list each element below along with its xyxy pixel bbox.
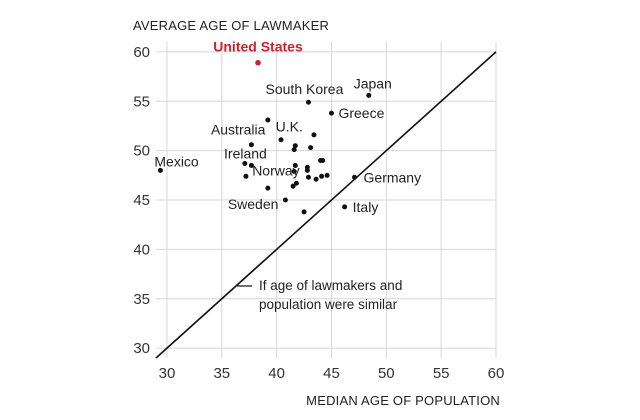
y-tick-label: 35 — [133, 291, 150, 308]
data-point — [311, 132, 317, 138]
label-sweden: Sweden — [228, 196, 279, 212]
data-point — [313, 176, 319, 182]
y-tick-label: 30 — [133, 340, 150, 357]
x-tick-label: 55 — [433, 365, 450, 382]
equality-reference-line — [155, 51, 497, 359]
annotation-text-line-1: If age of lawmakers and — [259, 278, 402, 293]
data-point — [324, 172, 330, 178]
x-tick-label: 60 — [488, 365, 505, 382]
label-japan: Japan — [354, 75, 392, 91]
data-point — [292, 162, 298, 168]
point-italy — [342, 204, 348, 210]
label-italy: Italy — [353, 199, 379, 215]
data-point — [305, 174, 311, 180]
label-germany: Germany — [364, 169, 422, 185]
x-tick-label: 35 — [213, 365, 230, 382]
x-tick-label: 30 — [159, 365, 176, 382]
x-tick-label: 45 — [323, 365, 340, 382]
point-norway — [291, 168, 297, 174]
data-point — [293, 180, 299, 186]
data-point — [291, 147, 297, 153]
y-tick-label: 50 — [133, 143, 150, 160]
data-points — [157, 59, 372, 215]
y-tick-label: 55 — [133, 93, 150, 110]
annotation-text-line-2: population were similar — [259, 297, 398, 312]
x-axis-title: MEDIAN AGE OF POPULATION — [306, 393, 500, 408]
data-point — [308, 145, 314, 151]
data-point — [320, 158, 326, 163]
point-united-states — [255, 59, 261, 66]
label-south-korea: South Korea — [266, 81, 344, 97]
grid — [156, 42, 497, 358]
point-sweden — [282, 197, 288, 203]
axis-ticks: 30 35 40 45 50 55 60 30 35 40 45 50 55 60 — [133, 44, 504, 382]
label-greece: Greece — [338, 105, 384, 121]
label-australia: Australia — [211, 122, 266, 138]
y-tick-label: 45 — [133, 192, 150, 209]
point-australia — [248, 142, 254, 148]
label-united-states: United States — [213, 39, 303, 55]
point-labels: United States Japan South Korea Greece Austr… — [154, 39, 421, 215]
point-germany — [352, 174, 358, 180]
y-tick-label: 40 — [133, 241, 150, 258]
data-point — [265, 117, 271, 123]
data-point — [265, 185, 271, 191]
point-greece — [328, 110, 334, 116]
data-point — [243, 173, 249, 179]
point-u-k — [292, 143, 298, 149]
data-point — [319, 173, 325, 179]
data-point — [248, 162, 254, 168]
y-axis-title: AVERAGE AGE OF LAWMAKER — [133, 18, 329, 33]
x-tick-label: 50 — [378, 365, 395, 382]
point-south-korea — [305, 99, 311, 105]
label-u-k: U.K. — [276, 119, 303, 135]
data-point — [290, 183, 296, 189]
data-point — [301, 209, 307, 215]
x-tick-label: 40 — [268, 365, 285, 382]
point-ireland — [242, 160, 248, 166]
point-mexico — [157, 167, 163, 173]
label-mexico: Mexico — [154, 153, 199, 169]
data-point — [278, 137, 284, 143]
point-japan — [366, 92, 372, 98]
y-tick-label: 60 — [133, 44, 150, 61]
label-ireland: Ireland — [224, 145, 267, 161]
data-point — [304, 167, 310, 173]
label-norway: Norway — [252, 162, 299, 178]
